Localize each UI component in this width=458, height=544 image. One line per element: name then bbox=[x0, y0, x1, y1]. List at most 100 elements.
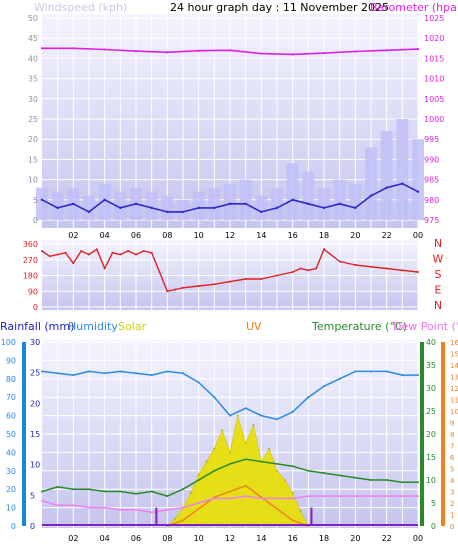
x-tick-label: 08 bbox=[162, 534, 172, 543]
wind-gust-bar bbox=[192, 191, 205, 220]
wind-gust-bar bbox=[161, 195, 174, 220]
wind-speed-point bbox=[103, 198, 106, 201]
temperature-point bbox=[370, 479, 372, 481]
temperature-point bbox=[385, 479, 388, 481]
x-tick-label: 12 bbox=[225, 231, 235, 240]
barometer-point bbox=[134, 50, 138, 53]
wind-direction-point bbox=[41, 250, 43, 252]
barometer-point bbox=[385, 49, 388, 52]
temperature-point bbox=[56, 485, 59, 488]
dewpoint-point bbox=[307, 495, 310, 498]
direction-tick-label: 180 bbox=[23, 272, 38, 281]
temp-tick-label: 15 bbox=[426, 453, 436, 462]
uv-point bbox=[244, 484, 247, 487]
dewpoint-point bbox=[213, 497, 216, 500]
wind-direction-point bbox=[142, 250, 145, 252]
wind-direction-point bbox=[64, 251, 67, 254]
baro-tick-label: 980 bbox=[424, 196, 439, 205]
compass-label: E bbox=[435, 284, 442, 297]
uv-tick-label: 15 bbox=[450, 351, 458, 359]
wind-gust-bar bbox=[114, 191, 127, 220]
temperature-point bbox=[88, 488, 90, 491]
wind-gust-bar bbox=[83, 195, 95, 220]
x-tick-label: 02 bbox=[68, 534, 78, 543]
wind-speed-point bbox=[260, 210, 263, 214]
solar-point bbox=[189, 491, 192, 494]
dewpoint-point bbox=[417, 495, 419, 498]
barometer-point bbox=[322, 52, 326, 55]
dewpoint-point bbox=[150, 511, 153, 514]
wind-gust-bar bbox=[333, 179, 346, 220]
wind-gust-bar bbox=[239, 179, 252, 220]
solar-point bbox=[291, 491, 294, 494]
dewpoint-point bbox=[72, 504, 75, 507]
temperature-point bbox=[103, 490, 106, 493]
humidity-point bbox=[72, 374, 75, 377]
wind-gust-bar bbox=[208, 187, 221, 220]
humidity-tick-label: 10 bbox=[6, 504, 16, 513]
compass-label: W bbox=[433, 253, 444, 266]
uv-tick-label: 3 bbox=[450, 489, 454, 497]
baro-tick-label: 1025 bbox=[424, 14, 444, 23]
uv-tick-label: 16 bbox=[450, 339, 458, 347]
humidity-point bbox=[166, 370, 169, 373]
rain-tick-label: 10 bbox=[30, 461, 40, 470]
humidity-point bbox=[338, 377, 341, 380]
wind-speed-point bbox=[322, 206, 326, 210]
rain-tick-label: 0 bbox=[30, 522, 35, 531]
temperature-point bbox=[338, 474, 341, 477]
compass-label: N bbox=[434, 299, 442, 312]
dewpoint-point bbox=[354, 495, 357, 498]
wind-direction-point bbox=[48, 255, 51, 258]
baro-tick-label: 975 bbox=[424, 216, 439, 225]
x-tick-label: 12 bbox=[225, 534, 235, 543]
temperature-point bbox=[72, 488, 75, 491]
dewpoint-point bbox=[166, 508, 169, 511]
solar-legend: Solar bbox=[118, 320, 147, 333]
wind-speed-point bbox=[291, 198, 294, 201]
wind-tick-label: 10 bbox=[28, 176, 38, 185]
wind-direction-line bbox=[41, 248, 419, 292]
uv-tick-label: 9 bbox=[450, 420, 454, 428]
dewpoint-point bbox=[88, 506, 90, 509]
temp-tick-label: 30 bbox=[426, 384, 436, 393]
wind-direction-point bbox=[385, 267, 388, 270]
wind-direction-point bbox=[166, 290, 169, 293]
uv-axis-bar bbox=[441, 342, 445, 526]
temperature-legend: Temperature (°C) bbox=[311, 320, 407, 333]
x-tick-label: 20 bbox=[350, 231, 360, 240]
wind-tick-label: 35 bbox=[28, 75, 38, 84]
dewpoint-point bbox=[103, 506, 106, 509]
humidity-point bbox=[135, 372, 137, 375]
solar-point bbox=[299, 510, 302, 513]
x-tick-label: 02 bbox=[68, 231, 78, 240]
temperature-point bbox=[213, 469, 216, 472]
wind-direction-point bbox=[417, 271, 419, 273]
x-tick-label: 10 bbox=[194, 231, 204, 240]
wind-direction-point bbox=[135, 253, 137, 256]
wind-gust-bar bbox=[255, 195, 268, 220]
temp-tick-label: 35 bbox=[426, 361, 436, 370]
wind-direction-point bbox=[158, 271, 161, 273]
temp-tick-label: 5 bbox=[431, 499, 436, 508]
wind-speed-point bbox=[416, 190, 420, 193]
x-tick-label: 18 bbox=[319, 231, 329, 240]
humidity-point bbox=[401, 374, 404, 377]
x-tick-label: 08 bbox=[162, 231, 172, 240]
temperature-point bbox=[182, 488, 184, 491]
solar-point bbox=[283, 479, 286, 481]
humidity-point bbox=[323, 385, 325, 388]
uv-tick-label: 6 bbox=[450, 454, 455, 462]
wind-speed-point bbox=[150, 206, 153, 210]
baro-tick-label: 1005 bbox=[424, 95, 444, 104]
dewpoint-point bbox=[182, 506, 184, 509]
wind-direction-point bbox=[244, 278, 247, 280]
wind-gust-bar bbox=[318, 187, 330, 220]
wind-direction-point bbox=[307, 269, 310, 272]
wind-speed-point bbox=[119, 206, 122, 210]
solar-point bbox=[268, 447, 271, 450]
barometer-point bbox=[103, 48, 106, 51]
wind-direction-point bbox=[111, 251, 114, 254]
temperature-point bbox=[229, 462, 231, 465]
temperature-point bbox=[41, 490, 43, 493]
